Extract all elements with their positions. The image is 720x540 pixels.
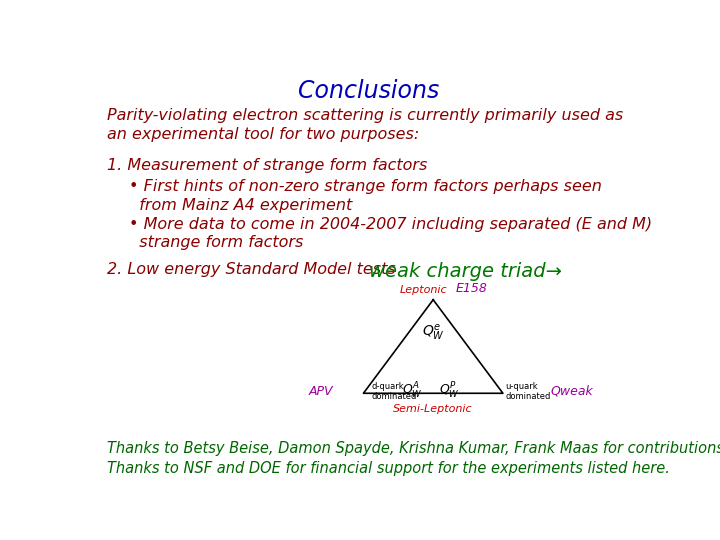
Text: Semi-Leptonic: Semi-Leptonic [393, 404, 473, 414]
Text: • More data to come in 2004-2007 including separated (E and M)
  strange form fa: • More data to come in 2004-2007 includi… [129, 217, 652, 250]
Text: APV: APV [308, 384, 333, 397]
Text: Qweak: Qweak [550, 384, 593, 397]
Text: $Q^P_W$: $Q^P_W$ [438, 381, 459, 401]
Text: • First hints of non-zero strange form factors perhaps seen
  from Mainz A4 expe: • First hints of non-zero strange form f… [129, 179, 602, 213]
Text: weak charge triad→: weak charge triad→ [369, 262, 562, 281]
Text: E158: E158 [456, 282, 487, 295]
Text: 1. Measurement of strange form factors: 1. Measurement of strange form factors [107, 158, 427, 173]
Text: Conclusions: Conclusions [298, 79, 440, 103]
Text: u-quark
dominated: u-quark dominated [505, 381, 551, 401]
Text: Parity-violating electron scattering is currently primarily used as
an experimen: Parity-violating electron scattering is … [107, 109, 623, 142]
Text: $Q^A_W$: $Q^A_W$ [402, 381, 423, 401]
Text: d-quark
dominated: d-quark dominated [372, 381, 417, 401]
Text: 2. Low energy Standard Model tests: 2. Low energy Standard Model tests [107, 262, 395, 278]
Text: Leptonic: Leptonic [400, 285, 447, 295]
Text: $Q^e_W$: $Q^e_W$ [422, 322, 445, 342]
Text: Thanks to Betsy Beise, Damon Spayde, Krishna Kumar, Frank Maas for contributions: Thanks to Betsy Beise, Damon Spayde, Kri… [107, 441, 720, 476]
